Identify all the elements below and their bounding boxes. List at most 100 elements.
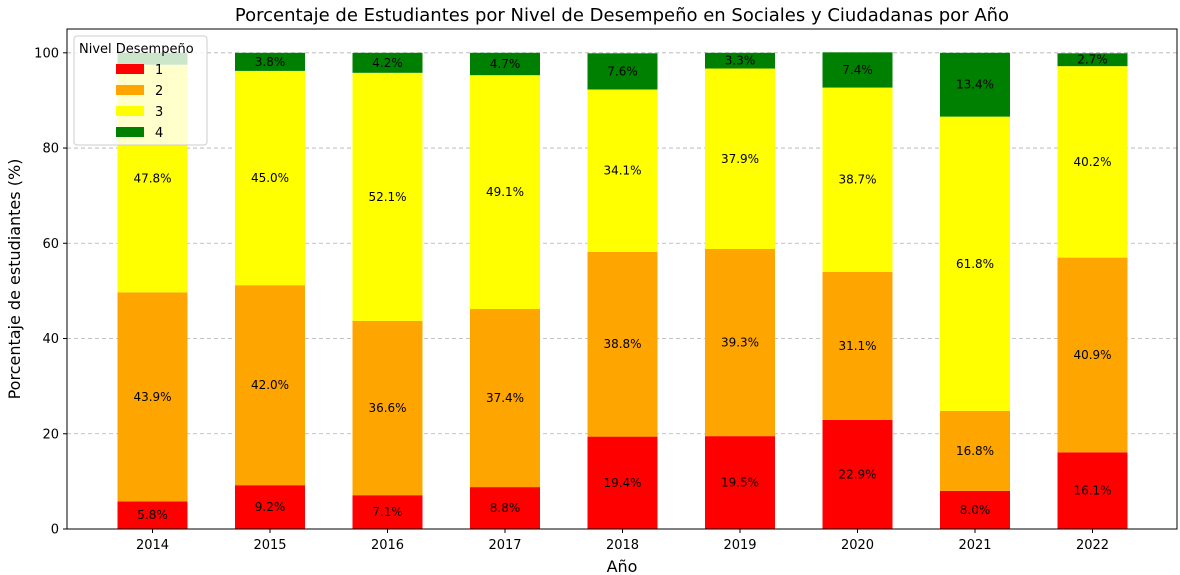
x-tick-label: 2019 — [723, 538, 756, 553]
bar-segment-level-4 — [470, 52, 540, 76]
data-label: 5.8% — [137, 508, 168, 522]
data-label: 4.2% — [372, 56, 403, 70]
bar-segment-level-4 — [352, 52, 423, 73]
data-label: 61.8% — [956, 257, 994, 271]
bar-segment-level-1 — [705, 436, 775, 529]
legend-swatch-1 — [116, 64, 144, 74]
data-label: 7.4% — [842, 63, 873, 77]
bar-segment-level-2 — [705, 249, 775, 437]
bar-segment-level-3 — [822, 87, 893, 272]
data-label: 36.6% — [368, 401, 406, 415]
bar-segment-level-2 — [235, 285, 305, 486]
data-label: 37.4% — [486, 391, 524, 405]
data-label: 16.8% — [956, 444, 994, 458]
data-label: 7.1% — [372, 505, 403, 519]
legend-label: 2 — [155, 84, 163, 99]
bar-segment-level-3 — [705, 68, 775, 250]
y-tick-label: 60 — [42, 237, 59, 252]
x-tick-label: 2016 — [371, 538, 404, 553]
bar-segment-level-2 — [1057, 257, 1128, 453]
bar-segment-level-1 — [587, 436, 658, 529]
legend: Nivel Desempeño 1 2 3 4 — [73, 35, 208, 146]
bar-segment-level-2 — [940, 410, 1010, 491]
y-tick-label: 80 — [42, 142, 59, 157]
legend-label: 3 — [155, 105, 163, 120]
data-label: 4.7% — [490, 57, 521, 71]
data-label: 47.8% — [133, 172, 171, 186]
data-label: 3.3% — [725, 54, 756, 68]
data-label: 19.5% — [721, 476, 759, 490]
x-axis-ticks: 2014 2015 2016 2017 2018 2019 2020 2021 2022 — [136, 529, 1109, 553]
legend-swatch-2 — [116, 85, 144, 95]
bar-segment-level-4 — [705, 52, 775, 69]
bar-segment-level-1 — [822, 419, 893, 529]
bar-segment-level-3 — [352, 72, 423, 321]
bar-segment-level-3 — [470, 75, 540, 309]
data-label: 40.9% — [1073, 348, 1111, 362]
x-tick-label: 2015 — [253, 538, 286, 553]
legend-label: 4 — [155, 126, 163, 141]
bar-segment-level-2 — [352, 320, 423, 496]
data-label: 34.1% — [603, 164, 641, 178]
legend-items: 1 2 3 4 — [116, 63, 163, 141]
legend-label: 1 — [155, 63, 163, 78]
data-label: 40.2% — [1073, 155, 1111, 169]
bar-segment-level-4 — [822, 52, 893, 88]
bar-segment-level-4 — [587, 53, 658, 90]
data-label: 3.8% — [255, 55, 286, 69]
data-label: 42.0% — [251, 378, 289, 392]
data-label: 9.2% — [255, 500, 286, 514]
x-tick-label: 2014 — [136, 538, 169, 553]
x-tick-label: 2017 — [488, 538, 521, 553]
data-label: 39.3% — [721, 336, 759, 350]
legend-swatch-4 — [116, 127, 144, 137]
bar-segment-level-2 — [822, 271, 893, 420]
bar-segment-level-1 — [470, 487, 540, 529]
data-label: 52.1% — [368, 190, 406, 204]
data-label: 38.7% — [838, 173, 876, 187]
x-axis-label: Año — [607, 557, 638, 575]
data-label: 7.6% — [607, 64, 638, 78]
data-labels-group: 5.8% 43.9% 47.8% 9.2% 42.0% 45.0% 3.8% 7.1% 36.6… — [133, 53, 1111, 522]
y-tick-label: 20 — [42, 427, 59, 442]
bar-segment-level-1 — [235, 485, 305, 529]
bar-segment-level-2 — [117, 292, 188, 502]
data-label: 13.4% — [956, 78, 994, 92]
data-label: 19.4% — [603, 476, 641, 490]
bar-segment-level-3 — [940, 116, 1010, 411]
bar-segment-level-4 — [1057, 53, 1128, 67]
bar-segment-level-1 — [1057, 452, 1128, 529]
bar-segment-level-3 — [587, 89, 658, 252]
data-label: 8.0% — [960, 503, 991, 517]
data-label: 43.9% — [133, 390, 171, 404]
bar-segment-level-3 — [235, 70, 305, 286]
bar-segment-level-1 — [117, 501, 188, 529]
y-tick-label: 100 — [34, 46, 59, 61]
data-label: 22.9% — [838, 467, 876, 481]
data-label: 45.0% — [251, 171, 289, 185]
bar-segment-level-3 — [1057, 66, 1128, 258]
y-axis-ticks: 0 20 40 60 80 100 — [34, 46, 67, 538]
data-label: 2.7% — [1077, 53, 1108, 67]
bar-segment-level-1 — [940, 490, 1010, 529]
y-tick-label: 0 — [51, 523, 59, 538]
chart-title: Porcentaje de Estudiantes por Nivel de D… — [235, 5, 1009, 26]
bars-group — [117, 52, 1128, 529]
y-tick-label: 40 — [42, 332, 59, 347]
data-label: 38.8% — [603, 337, 641, 351]
bar-segment-level-1 — [352, 495, 423, 529]
data-label: 49.1% — [486, 185, 524, 199]
legend-swatch-3 — [116, 106, 144, 116]
y-axis-label: Porcentaje de estudiantes (%) — [5, 159, 24, 400]
legend-title: Nivel Desempeño — [79, 42, 194, 57]
data-label: 16.1% — [1073, 484, 1111, 498]
bar-segment-level-4 — [235, 52, 305, 71]
data-label: 8.8% — [490, 501, 521, 515]
x-tick-label: 2018 — [606, 538, 639, 553]
bar-segment-level-2 — [470, 309, 540, 488]
bar-segment-level-2 — [587, 251, 658, 437]
x-tick-label: 2021 — [958, 538, 991, 553]
data-label: 37.9% — [721, 152, 759, 166]
x-tick-label: 2022 — [1076, 538, 1109, 553]
x-tick-label: 2020 — [841, 538, 874, 553]
